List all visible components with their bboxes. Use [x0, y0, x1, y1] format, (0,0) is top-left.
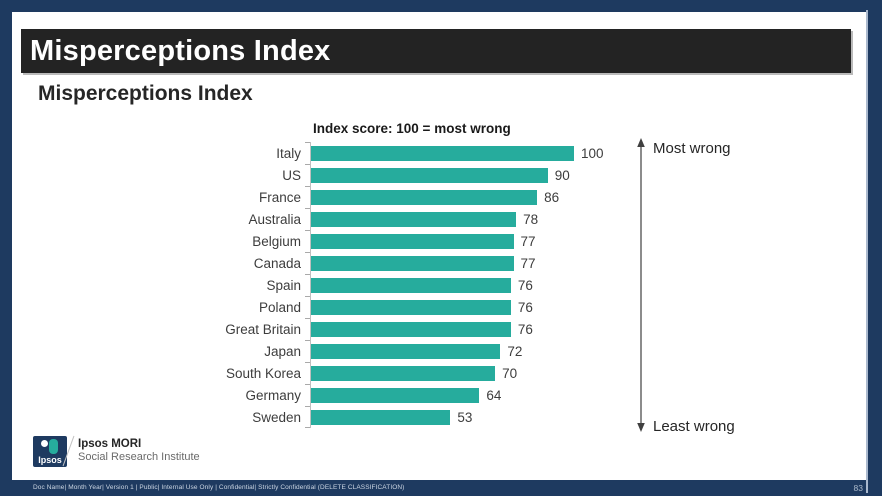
bar-chart: Index score: 100 = most wrong Italy 100 US… [180, 120, 660, 428]
chart-title: Index score: 100 = most wrong [313, 121, 511, 136]
category-label: Japan [264, 343, 301, 359]
ipsos-logo-text: Ipsos [38, 455, 62, 465]
right-edge-line [866, 10, 868, 493]
footer-classification: Doc Name| Month Year| Version 1 | Public… [33, 484, 405, 491]
bar [311, 211, 517, 227]
ipsos-logo-pill-icon [49, 439, 58, 454]
chart-row: Japan 72 [180, 339, 660, 362]
slide-title: Misperceptions Index [30, 35, 331, 67]
direction-arrow-icon [637, 138, 645, 432]
value-label: 77 [520, 255, 536, 271]
category-label: Germany [245, 387, 301, 403]
value-label: 78 [523, 211, 539, 227]
bar-track: 77 [305, 229, 660, 252]
bar [311, 255, 514, 271]
value-label: 76 [517, 277, 533, 293]
page-number: 83 [853, 483, 863, 493]
bar-track: 70 [305, 361, 660, 384]
chart-row: South Korea 70 [180, 361, 660, 384]
slide-title-bar: Misperceptions Index [21, 29, 851, 73]
category-label: Poland [258, 299, 301, 315]
value-label: 72 [507, 343, 523, 359]
bar [311, 233, 514, 249]
bar-track: 72 [305, 339, 660, 362]
most-wrong-label: Most wrong [653, 140, 731, 157]
chart-row: Poland 76 [180, 295, 660, 318]
chart-row: Great Britain 76 [180, 317, 660, 340]
bar [311, 299, 511, 315]
chart-row: US 90 [180, 163, 660, 186]
chart-row: Germany 64 [180, 383, 660, 406]
bar-track: 76 [305, 317, 660, 340]
ipsos-logo-dot-icon [41, 440, 48, 447]
bar [311, 409, 451, 425]
bar-track: 90 [305, 163, 660, 186]
bar-track: 77 [305, 251, 660, 274]
bar [311, 145, 574, 161]
category-label: France [258, 189, 301, 205]
value-label: 86 [544, 189, 560, 205]
bar-track: 78 [305, 207, 660, 230]
bar-track: 86 [305, 185, 660, 208]
category-label: Belgium [252, 233, 301, 249]
bar [311, 189, 538, 205]
bar [311, 343, 501, 359]
value-label: 76 [517, 321, 533, 337]
bar [311, 167, 548, 183]
category-label: Great Britain [225, 321, 301, 337]
category-label: Sweden [252, 409, 301, 425]
bar-track: 76 [305, 273, 660, 296]
category-label: Canada [253, 255, 301, 271]
bar-track: 53 [305, 405, 660, 428]
bar-track: 64 [305, 383, 660, 406]
value-label: 100 [581, 145, 604, 161]
chart-row: France 86 [180, 185, 660, 208]
chart-row: Spain 76 [180, 273, 660, 296]
logo-names: Ipsos MORI Social Research Institute [78, 438, 200, 463]
bar-rows: Italy 100 US 90 France 86 Australia 78 Belgium 77… [180, 141, 660, 428]
value-label: 76 [517, 299, 533, 315]
chart-row: Belgium 77 [180, 229, 660, 252]
value-label: 90 [554, 167, 570, 183]
category-label: Italy [276, 145, 301, 161]
category-label: Spain [266, 277, 301, 293]
chart-row: Sweden 53 [180, 405, 660, 428]
value-label: 70 [502, 365, 518, 381]
bar [311, 277, 511, 293]
chart-row: Canada 77 [180, 251, 660, 274]
ipsos-logo: Ipsos [33, 436, 67, 467]
bar [311, 387, 480, 403]
category-label: South Korea [225, 365, 301, 381]
value-label: 64 [486, 387, 502, 403]
chart-row: Australia 78 [180, 207, 660, 230]
chart-row: Italy 100 [180, 141, 660, 164]
chart-heading: Misperceptions Index [38, 82, 253, 105]
org-subtitle: Social Research Institute [78, 451, 200, 463]
least-wrong-label: Least wrong [653, 418, 735, 435]
value-label: 53 [457, 409, 473, 425]
bar [311, 321, 511, 337]
bar-track: 100 [305, 141, 660, 164]
value-label: 77 [520, 233, 536, 249]
category-label: Australia [248, 211, 301, 227]
slide-content: Misperceptions Index Misperceptions Inde… [12, 12, 866, 480]
org-name: Ipsos MORI [78, 438, 142, 450]
bar [311, 365, 496, 381]
bar-track: 76 [305, 295, 660, 318]
category-label: US [282, 167, 301, 183]
